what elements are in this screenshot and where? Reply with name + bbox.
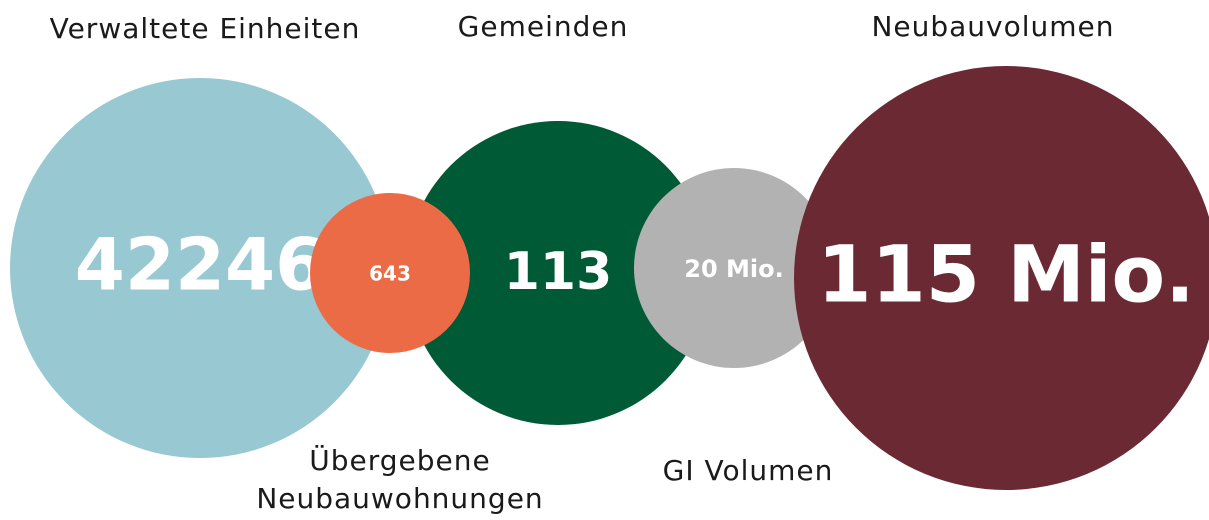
stat-label: Neubauwohnungen bbox=[256, 482, 543, 515]
stat-value: 115 Mio. bbox=[817, 230, 1195, 320]
stat-value: 42246 bbox=[75, 223, 326, 307]
stat-bubble: 42246 bbox=[10, 78, 390, 458]
stat-bubble: 113 bbox=[406, 121, 710, 425]
stat-bubble: 115 Mio. bbox=[794, 66, 1209, 490]
stat-bubble: 20 Mio. bbox=[634, 168, 834, 368]
stat-label: Verwaltete Einheiten bbox=[50, 12, 361, 45]
stat-value: 113 bbox=[504, 242, 613, 302]
stat-label: Neubauvolumen bbox=[871, 10, 1114, 43]
bubble bbox=[406, 121, 710, 425]
bubble bbox=[794, 66, 1209, 490]
stat-value: 20 Mio. bbox=[684, 255, 783, 283]
stat-bubble: 643 bbox=[310, 193, 470, 353]
bubble bbox=[10, 78, 390, 458]
stat-value: 643 bbox=[369, 262, 411, 286]
bubble bbox=[310, 193, 470, 353]
bubble bbox=[634, 168, 834, 368]
stat-label: Übergebene bbox=[309, 443, 491, 477]
stat-label: Gemeinden bbox=[458, 10, 629, 43]
stat-label: GI Volumen bbox=[663, 454, 834, 487]
